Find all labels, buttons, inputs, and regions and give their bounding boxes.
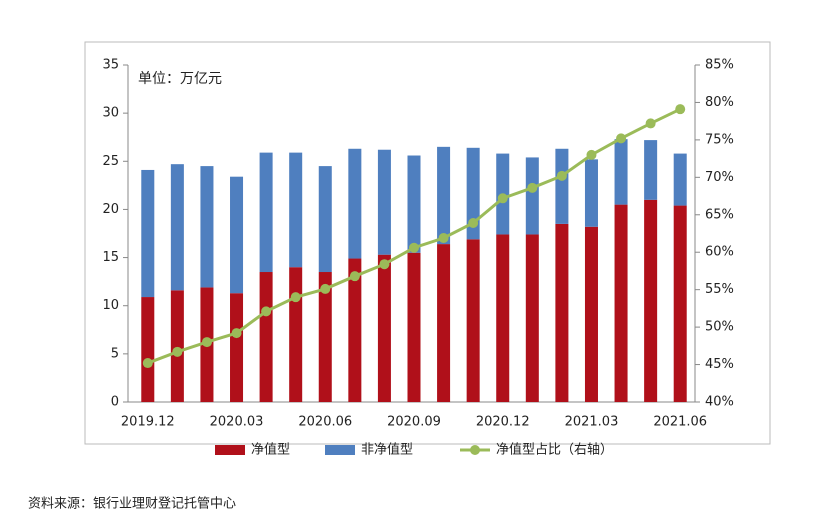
line-marker bbox=[586, 149, 597, 160]
y2-tick-label: 75% bbox=[705, 132, 734, 147]
legend-swatch bbox=[215, 445, 245, 455]
line-marker bbox=[261, 306, 272, 317]
bar-segment bbox=[230, 293, 244, 402]
line-marker bbox=[290, 292, 301, 303]
y-tick-label: 15 bbox=[102, 250, 119, 265]
y-tick-label: 0 bbox=[111, 395, 119, 410]
y2-tick-label: 50% bbox=[705, 320, 734, 335]
bar-segment bbox=[348, 258, 362, 402]
bar-segment bbox=[170, 164, 184, 291]
bar-segment bbox=[289, 152, 303, 268]
legend-label: 非净值型 bbox=[361, 442, 413, 458]
bar-segment bbox=[170, 290, 184, 402]
y-tick-label: 30 bbox=[102, 106, 119, 121]
line-marker bbox=[201, 337, 212, 348]
legend-swatch bbox=[325, 445, 355, 455]
y2-tick-label: 80% bbox=[705, 95, 734, 110]
x-tick-label: 2020.06 bbox=[298, 415, 352, 430]
bar-segment bbox=[200, 166, 214, 288]
bar-segment bbox=[259, 152, 273, 273]
bar-segment bbox=[555, 223, 569, 402]
x-tick-label: 2021.06 bbox=[653, 415, 707, 430]
legend-label: 净值型占比（右轴） bbox=[496, 442, 613, 458]
bar-segment bbox=[644, 140, 658, 200]
line-marker bbox=[616, 133, 627, 144]
bar-segment bbox=[259, 272, 273, 402]
bar-segment bbox=[318, 272, 332, 402]
line-marker bbox=[556, 170, 567, 181]
x-tick-label: 2020.09 bbox=[387, 415, 441, 430]
bar-segment bbox=[348, 148, 362, 259]
bar-segment bbox=[614, 204, 628, 402]
bar-segment bbox=[673, 205, 687, 402]
y2-tick-label: 70% bbox=[705, 170, 734, 185]
bar-segment bbox=[141, 297, 155, 402]
bar-segment bbox=[555, 148, 569, 224]
line-marker bbox=[438, 232, 449, 243]
line-marker bbox=[349, 271, 360, 282]
bar-segment bbox=[407, 155, 421, 253]
y2-tick-label: 45% bbox=[705, 357, 734, 372]
bar-segment bbox=[584, 159, 598, 227]
bar-segment bbox=[496, 234, 510, 402]
line-marker bbox=[675, 104, 686, 115]
y-tick-label: 35 bbox=[102, 58, 119, 73]
bar-segment bbox=[230, 176, 244, 294]
line-marker bbox=[645, 118, 656, 129]
line-marker bbox=[231, 328, 242, 339]
line-marker bbox=[320, 283, 331, 294]
line-marker bbox=[142, 358, 153, 369]
y-tick-label: 10 bbox=[102, 298, 119, 313]
bar-segment bbox=[437, 244, 451, 402]
line-marker bbox=[409, 242, 419, 253]
bar-segment bbox=[614, 139, 628, 205]
y-tick-label: 5 bbox=[111, 346, 119, 361]
y2-tick-label: 55% bbox=[705, 282, 734, 297]
x-tick-label: 2020.03 bbox=[210, 415, 264, 430]
line-marker bbox=[497, 193, 508, 204]
bar-segment bbox=[141, 169, 155, 298]
bar-segment bbox=[525, 234, 539, 402]
line-marker bbox=[527, 182, 538, 193]
bar-segment bbox=[407, 252, 421, 402]
x-tick-label: 2021.03 bbox=[565, 415, 619, 430]
bar-segment bbox=[525, 157, 539, 235]
bar-segment bbox=[377, 254, 391, 402]
bar-segment bbox=[584, 226, 598, 402]
bar-segment bbox=[644, 199, 658, 402]
bar-segment bbox=[466, 239, 480, 402]
y-tick-label: 25 bbox=[102, 154, 119, 169]
line-marker bbox=[172, 346, 183, 357]
y2-tick-label: 40% bbox=[705, 395, 734, 410]
x-tick-label: 2019.12 bbox=[121, 415, 175, 430]
bar-segment bbox=[437, 146, 451, 245]
legend-label: 净值型 bbox=[251, 442, 290, 458]
y2-tick-label: 85% bbox=[705, 58, 734, 73]
bar-segment bbox=[377, 149, 391, 255]
bar-segment bbox=[466, 147, 480, 240]
bar-segment bbox=[673, 153, 687, 206]
bar-segment bbox=[289, 267, 303, 402]
y2-tick-label: 65% bbox=[705, 207, 734, 222]
unit-annotation: 单位：万亿元 bbox=[138, 71, 222, 87]
bar-segment bbox=[318, 166, 332, 273]
x-tick-label: 2020.12 bbox=[476, 415, 530, 430]
legend-marker bbox=[470, 445, 480, 455]
line-marker bbox=[379, 259, 390, 270]
y2-tick-label: 60% bbox=[705, 245, 734, 260]
source-note: 资料来源：银行业理财登记托管中心 bbox=[28, 497, 236, 512]
y-tick-label: 20 bbox=[102, 202, 119, 217]
line-marker bbox=[468, 218, 479, 229]
chart-frame bbox=[84, 41, 771, 445]
